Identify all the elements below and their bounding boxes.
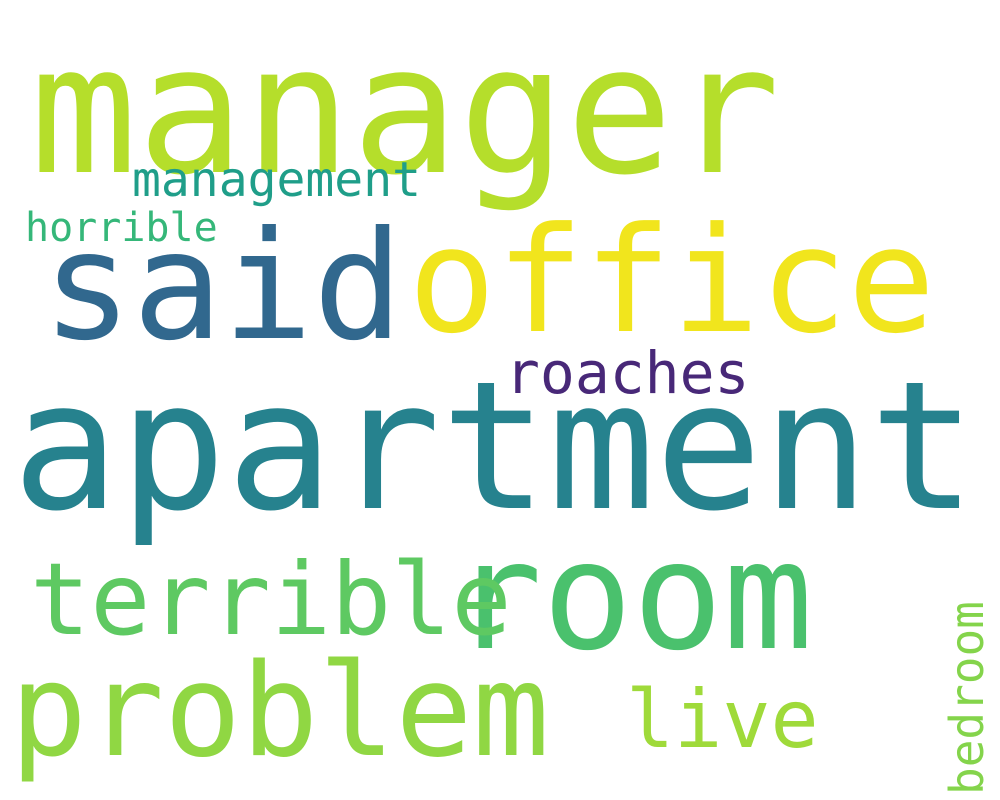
word-terrible: terrible xyxy=(30,541,512,658)
word-problem: problem xyxy=(10,637,550,786)
word-horrible: horrible xyxy=(25,205,218,251)
word-management: management xyxy=(132,152,421,208)
word-apartment: apartment xyxy=(12,343,977,550)
word-room: room xyxy=(452,510,814,684)
word-live: live xyxy=(626,673,819,766)
word-said: said xyxy=(42,200,404,374)
word-office: office xyxy=(408,196,936,366)
word-manager: manager xyxy=(30,7,781,214)
word-roaches: roaches xyxy=(505,339,750,407)
word-bedroom: bedroom xyxy=(940,601,994,795)
